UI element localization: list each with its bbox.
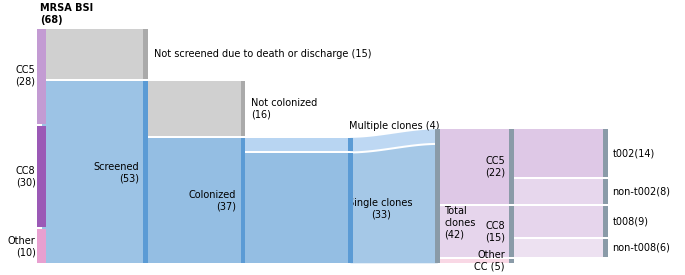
Text: Multiple clones (4): Multiple clones (4) bbox=[349, 121, 439, 131]
Bar bbox=[603, 206, 608, 236]
Text: Total
clones
(42): Total clones (42) bbox=[445, 207, 476, 240]
Polygon shape bbox=[146, 138, 243, 263]
Polygon shape bbox=[438, 129, 512, 204]
Text: Other
(10): Other (10) bbox=[8, 235, 36, 257]
Text: CC5
(22): CC5 (22) bbox=[485, 156, 505, 177]
Text: Not colonized
(16): Not colonized (16) bbox=[251, 98, 317, 119]
Text: Colonized
(37): Colonized (37) bbox=[189, 190, 236, 211]
Bar bbox=[436, 129, 440, 263]
Text: MRSA BSI
(68): MRSA BSI (68) bbox=[40, 3, 93, 25]
Polygon shape bbox=[438, 259, 512, 263]
Bar bbox=[240, 138, 245, 263]
Text: CC8
(15): CC8 (15) bbox=[485, 221, 505, 242]
Text: non-t008(6): non-t008(6) bbox=[612, 243, 670, 253]
Bar bbox=[509, 259, 514, 263]
Text: CC5
(28): CC5 (28) bbox=[16, 65, 36, 87]
Polygon shape bbox=[512, 238, 606, 257]
Text: Not screened due to death or discharge (15): Not screened due to death or discharge (… bbox=[153, 49, 371, 59]
Polygon shape bbox=[42, 81, 146, 263]
Bar bbox=[603, 179, 608, 204]
Text: non-t002(8): non-t002(8) bbox=[612, 186, 670, 196]
Polygon shape bbox=[351, 129, 438, 151]
Text: t008(9): t008(9) bbox=[612, 216, 648, 226]
Bar bbox=[509, 129, 514, 204]
Bar bbox=[240, 81, 245, 136]
Polygon shape bbox=[512, 129, 606, 177]
Text: Screened
(53): Screened (53) bbox=[93, 162, 139, 183]
Bar bbox=[37, 126, 47, 227]
Polygon shape bbox=[512, 179, 606, 204]
Bar bbox=[143, 29, 148, 79]
Bar bbox=[37, 29, 47, 123]
Text: Other
CC (5): Other CC (5) bbox=[474, 250, 505, 272]
Polygon shape bbox=[438, 206, 512, 257]
Bar bbox=[348, 138, 353, 151]
Text: t002(14): t002(14) bbox=[612, 148, 655, 158]
Polygon shape bbox=[146, 81, 243, 136]
Polygon shape bbox=[42, 29, 146, 79]
Bar bbox=[509, 206, 514, 257]
Bar bbox=[348, 153, 353, 263]
Text: Single clones
(33): Single clones (33) bbox=[349, 197, 413, 219]
Bar bbox=[603, 238, 608, 257]
Polygon shape bbox=[243, 138, 351, 151]
Bar bbox=[143, 81, 148, 263]
Polygon shape bbox=[243, 153, 351, 263]
Bar bbox=[603, 129, 608, 177]
Polygon shape bbox=[512, 206, 606, 236]
Polygon shape bbox=[351, 145, 438, 263]
Text: CC8
(30): CC8 (30) bbox=[16, 166, 36, 187]
Bar bbox=[37, 229, 47, 263]
